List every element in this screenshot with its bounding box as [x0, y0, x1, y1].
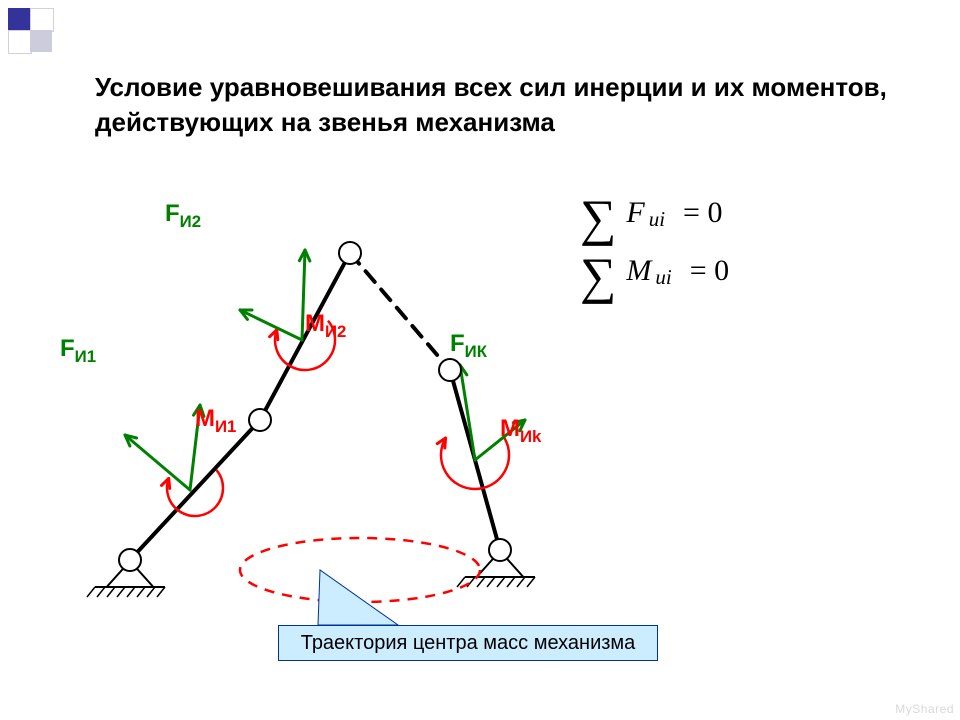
watermark: MyShared [895, 702, 954, 716]
callout-box: Траектория центра масс механизма [278, 625, 658, 661]
page-title: Условие уравновешивания всех сил инерции… [95, 70, 895, 140]
mechanism-diagram [70, 170, 630, 630]
callout-text: Траектория центра масс механизма [301, 632, 636, 654]
